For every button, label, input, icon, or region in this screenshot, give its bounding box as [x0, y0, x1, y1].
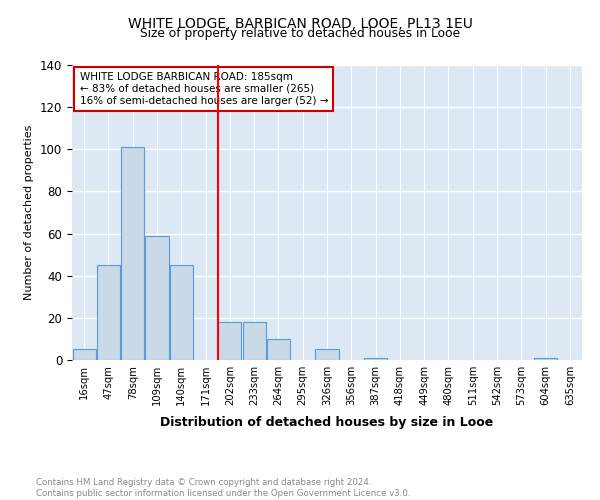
Bar [267, 339, 290, 360]
Text: WHITE LODGE, BARBICAN ROAD, LOOE, PL13 1EU: WHITE LODGE, BARBICAN ROAD, LOOE, PL13 1… [128, 18, 472, 32]
Text: WHITE LODGE BARBICAN ROAD: 185sqm
← 83% of detached houses are smaller (265)
16%: WHITE LODGE BARBICAN ROAD: 185sqm ← 83% … [80, 72, 328, 106]
Bar [121, 147, 144, 360]
Bar [242, 322, 266, 360]
Bar [145, 236, 169, 360]
Text: Contains HM Land Registry data © Crown copyright and database right 2024.
Contai: Contains HM Land Registry data © Crown c… [36, 478, 410, 498]
X-axis label: Distribution of detached houses by size in Looe: Distribution of detached houses by size … [160, 416, 494, 430]
Text: Size of property relative to detached houses in Looe: Size of property relative to detached ho… [140, 28, 460, 40]
Bar [97, 265, 120, 360]
Y-axis label: Number of detached properties: Number of detached properties [25, 125, 34, 300]
Bar [534, 358, 557, 360]
Bar [364, 358, 387, 360]
Bar [73, 350, 95, 360]
Bar [316, 350, 338, 360]
Bar [218, 322, 241, 360]
Bar [170, 265, 193, 360]
